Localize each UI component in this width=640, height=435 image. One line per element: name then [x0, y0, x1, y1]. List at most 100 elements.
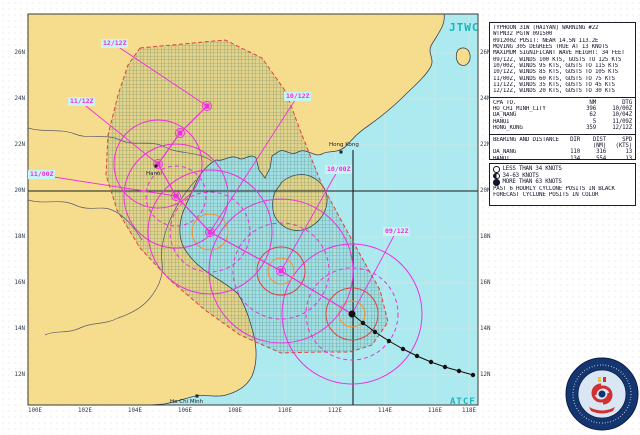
bearing-dir: 110	[570, 149, 580, 156]
lat-tick-right: 26N	[480, 50, 491, 56]
past-position-dot	[372, 329, 378, 335]
chip-pointer-line	[40, 174, 177, 197]
bearing-col-dist: DIST	[592, 136, 606, 143]
past-position-dot	[470, 372, 476, 378]
forecast-position-marker	[278, 268, 284, 274]
bearing-dist: 316	[596, 149, 606, 156]
lat-tick-left: 18N	[14, 234, 25, 240]
past-position-dot	[414, 353, 420, 359]
wind-radius-circle	[208, 198, 354, 344]
warning-line: WTPN32 PGTW 091500	[493, 31, 553, 38]
city-label: Hong Kong	[329, 142, 359, 148]
legend-filled-circle-icon	[493, 179, 500, 186]
legend-open-circle-icon	[493, 166, 500, 173]
cpa-dtg: 10/04Z	[612, 112, 632, 119]
past-track-line	[351, 313, 474, 376]
bearing-col-dir: DIR	[570, 136, 580, 143]
past-position-dot	[428, 359, 434, 365]
seal-typhoon-symbol	[593, 385, 613, 405]
lon-tick: 100E	[28, 408, 42, 414]
legend-label: LESS THAN 34 KNOTS	[502, 166, 562, 173]
lat-tick-left: 24N	[14, 96, 25, 102]
lon-tick: 104E	[128, 408, 142, 414]
wind-radius-circle	[256, 246, 306, 296]
wind-radii-circles	[113, 119, 423, 385]
warning-line: 11/00Z, WINDS 60 KTS, GUSTS TO 75 KTS	[493, 75, 615, 82]
warning-line: TYPHOON 31W (HAIYAN) WARNING #22	[493, 25, 599, 31]
position-chip: 09/12Z	[383, 227, 411, 236]
wind-radius-circle	[113, 119, 203, 209]
legend-note: FORECAST CYCLONE POSITS IN COLOR	[493, 191, 599, 198]
cpa-location: HANOI	[493, 118, 510, 125]
cpa-distance-nm: 396	[586, 106, 596, 113]
lon-tick: 106E	[178, 408, 192, 414]
bearing-location: DA_NANG	[493, 149, 517, 156]
jtwc-seal	[565, 357, 639, 431]
forecast-position-marker	[173, 193, 179, 199]
cpa-section: CPA TO. NM DTG HO_CHI_MINH_CITY 396 10/00Z…	[493, 100, 632, 132]
label-pointer-lines	[40, 43, 397, 315]
lat-tick-right: 16N	[480, 280, 491, 286]
city-label: Ho Chi Minh	[170, 399, 204, 405]
wind-radius-circle	[191, 213, 229, 251]
lat-tick-right: 24N	[480, 96, 491, 102]
forecast-danger-area	[106, 40, 388, 353]
lon-tick: 102E	[78, 408, 92, 414]
bearing-row: DA_NANG 110 316 13	[493, 149, 632, 155]
chip-pointer-line	[80, 101, 159, 165]
bearing-title: BEARING AND DISTANCE	[493, 136, 559, 143]
warning-line: MOVING 305 DEGREES TRUE AT 13 KNOTS	[493, 44, 609, 51]
wind-radius-circle	[145, 165, 207, 227]
lon-tick: 118E	[462, 408, 476, 414]
legend-item: 34-63 KNOTS	[493, 172, 632, 179]
cpa-location: DA_NANG	[493, 112, 517, 119]
wind-radius-circle	[281, 243, 423, 385]
warning-text-block: TYPHOON 31W (HAIYAN) WARNING #22 WTPN32 P…	[493, 25, 632, 95]
wind-radius-circle	[147, 169, 273, 295]
wind-radius-circle	[123, 143, 229, 249]
storm-track	[153, 101, 476, 378]
seal-center	[598, 390, 606, 398]
past-position-dot	[442, 364, 448, 370]
cpa-location: HONG_KONG	[493, 125, 523, 132]
warning-line: MAXIMUM SIGNIFICANT WAVE HEIGHT: 34 FEET	[493, 50, 625, 57]
chip-pointer-line	[209, 96, 298, 233]
forecast-position-marker	[207, 229, 213, 235]
position-chip: 11/12Z	[68, 97, 96, 106]
past-position-dot	[456, 368, 462, 374]
forecast-position-ring	[171, 191, 181, 201]
past-position-dot	[360, 320, 366, 326]
cpa-location: HO_CHI_MINH_CITY	[493, 106, 546, 113]
warning-text-panel: TYPHOON 31W (HAIYAN) WARNING #22 WTPN32 P…	[489, 22, 636, 162]
bearing-dir: 134	[570, 155, 580, 162]
bearing-spd: 13	[625, 155, 632, 162]
forecast-position-marker	[155, 161, 161, 167]
chip-pointer-line	[351, 231, 397, 315]
legend-label: MORE THAN 63 KNOTS	[502, 179, 562, 186]
bearing-unit-kts: (KTS)	[615, 142, 633, 149]
bearing-unit-nm: (NM)	[592, 142, 606, 149]
legend-item: MORE THAN 63 KNOTS	[493, 179, 632, 186]
cpa-dtg: 11/09Z	[612, 118, 632, 125]
warning-line: 12/12Z, WINDS 20 KTS, GUSTS TO 30 KTS	[493, 88, 615, 95]
bearing-location: HANOI	[493, 155, 510, 162]
forecast-position-marker	[204, 103, 210, 109]
chip-pointer-line	[280, 169, 339, 272]
legend-note: PAST 6 HOURLY CYCLONE POSITS IN BLACK	[493, 185, 615, 192]
cpa-row: HO_CHI_MINH_CITY 396 10/00Z	[493, 106, 632, 112]
cpa-col-dtg: DTG	[622, 99, 632, 106]
past-position-dot	[386, 338, 392, 344]
lat-tick-left: 16N	[14, 280, 25, 286]
forecast-position-ring	[153, 159, 163, 169]
bearing-spd: 13	[625, 149, 632, 156]
lat-tick-left: 26N	[14, 50, 25, 56]
lon-tick: 114E	[378, 408, 392, 414]
danger-area-boundary	[105, 39, 389, 354]
city-markers: Hanoi Hong Kong Ho Chi Minh	[146, 142, 359, 405]
lat-tick-right: 22N	[480, 142, 491, 148]
chip-pointer-line	[113, 43, 208, 107]
bearing-row: HANOI 134 554 13	[493, 156, 632, 162]
warning-line: 10/00Z, WINDS 95 KTS, GUSTS TO 115 KTS	[493, 63, 619, 70]
lat-tick-right: 20N	[480, 188, 491, 194]
